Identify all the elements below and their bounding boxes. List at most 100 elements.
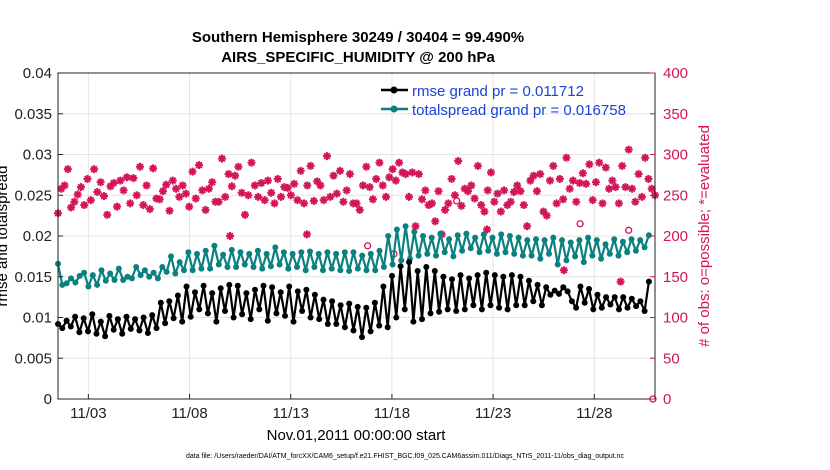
totalspread-point [280, 249, 287, 256]
rmse-point [603, 294, 610, 301]
obs-evaluated-marker [591, 178, 600, 187]
rmse-point [260, 282, 267, 289]
totalspread-point [367, 250, 374, 257]
totalspread-point [250, 264, 257, 270]
obs-evaluated-marker [391, 176, 400, 185]
rmse-point [192, 289, 198, 296]
totalspread-point [515, 234, 522, 241]
totalspread-point [380, 264, 387, 270]
rmse-point [508, 272, 515, 279]
rmse-point [157, 299, 164, 306]
rmse-point [166, 298, 173, 305]
obs-evaluated-marker [404, 192, 413, 201]
rmse-point [127, 325, 134, 332]
rmse-point [633, 303, 640, 310]
rmse-point [586, 286, 592, 292]
obs-evaluated-marker [542, 211, 551, 220]
rmse-point [410, 318, 417, 325]
rmse-point [174, 292, 181, 299]
obs-evaluated-marker [414, 170, 423, 179]
totalspread-point [328, 265, 335, 272]
series-layer [54, 145, 659, 403]
obs-evaluated-marker [201, 205, 210, 214]
obs-evaluated-marker [605, 184, 614, 193]
totalspread-point [524, 237, 531, 244]
totalspread-point [585, 234, 592, 241]
obs-evaluated-marker [447, 174, 456, 183]
legend-spread-label: totalspread grand pr = 0.016758 [412, 102, 626, 119]
obs-evaluated-marker [454, 157, 463, 166]
obs-evaluated-marker [634, 170, 643, 179]
totalspread-point [624, 249, 631, 256]
x-tick-label: 11/13 [273, 405, 309, 422]
rmse-point [641, 308, 648, 314]
rmse-point [624, 304, 631, 311]
obs-evaluated-marker [129, 174, 138, 183]
obs-evaluated-marker [582, 179, 591, 188]
obs-evaluated-marker [300, 199, 309, 208]
rmse-point [346, 300, 353, 307]
obs-evaluated-marker [532, 187, 541, 196]
rmse-point [311, 291, 318, 298]
obs-evaluated-marker [644, 174, 653, 183]
obs-evaluated-marker [290, 179, 299, 188]
totalspread-point [259, 265, 266, 272]
totalspread-point [198, 265, 205, 272]
y-right-tick-label: 250 [663, 187, 688, 204]
y-left-tick-label: 0.04 [23, 65, 52, 82]
totalspread-point [428, 234, 435, 241]
rmse-point [556, 290, 562, 297]
obs-evaluated-marker [595, 158, 604, 167]
obs-evaluated-marker [227, 182, 236, 191]
obs-evaluated-marker [319, 196, 328, 205]
obs-evaluated-marker [73, 190, 82, 199]
obs-evaluated-marker [598, 199, 607, 208]
obs-evaluated-marker [601, 163, 610, 172]
rmse-point [123, 313, 130, 320]
obs-evaluated-marker [621, 183, 630, 192]
rmse-point [97, 318, 104, 325]
totalspread-point [346, 268, 353, 274]
obs-evaluated-marker [352, 199, 361, 208]
totalspread-point [389, 261, 396, 268]
obs-evaluated-marker [103, 210, 112, 219]
rmse-point [419, 316, 425, 323]
totalspread-point [63, 280, 70, 287]
y-axis-right-ticks: 0 50 100 150 200 250 300 350 400 [650, 65, 688, 408]
totalspread-point [172, 270, 179, 277]
totalspread-point [267, 263, 274, 270]
obs-evaluated-marker [109, 179, 118, 188]
totalspread-point [580, 259, 587, 266]
obs-evaluated-marker [162, 180, 171, 189]
obs-evaluated-marker [99, 192, 108, 201]
obs-evaluated-marker [139, 201, 148, 210]
obs-evaluated-marker [418, 195, 427, 204]
obs-evaluated-marker [490, 197, 499, 206]
totalspread-point [181, 267, 187, 274]
obs-evaluated-marker [339, 197, 348, 206]
rmse-point [144, 330, 151, 336]
rmse-point [414, 268, 421, 274]
totalspread-point [493, 250, 500, 257]
obs-evaluated-marker [441, 205, 450, 214]
rmse-point [72, 313, 79, 320]
rmse-point [431, 268, 438, 274]
obs-evaluated-marker [411, 222, 420, 231]
obs-evaluated-marker [427, 199, 436, 208]
totalspread-point [246, 250, 253, 257]
totalspread-point [163, 268, 170, 275]
rmse-point [277, 289, 284, 296]
obs-evaluated-marker [647, 184, 656, 193]
totalspread-point [320, 267, 326, 274]
rmse-point [76, 329, 83, 336]
rmse-point [568, 298, 575, 305]
obs-evaluated-marker [385, 173, 394, 182]
rmse-point [286, 283, 293, 290]
totalspread-point [233, 264, 240, 270]
obs-evaluated-marker [122, 173, 131, 182]
totalspread-point [563, 257, 570, 264]
rmse-point [183, 283, 190, 290]
rmse-point [517, 273, 524, 280]
obs-evaluated-marker [434, 187, 443, 196]
obs-evaluated-marker [470, 194, 479, 203]
